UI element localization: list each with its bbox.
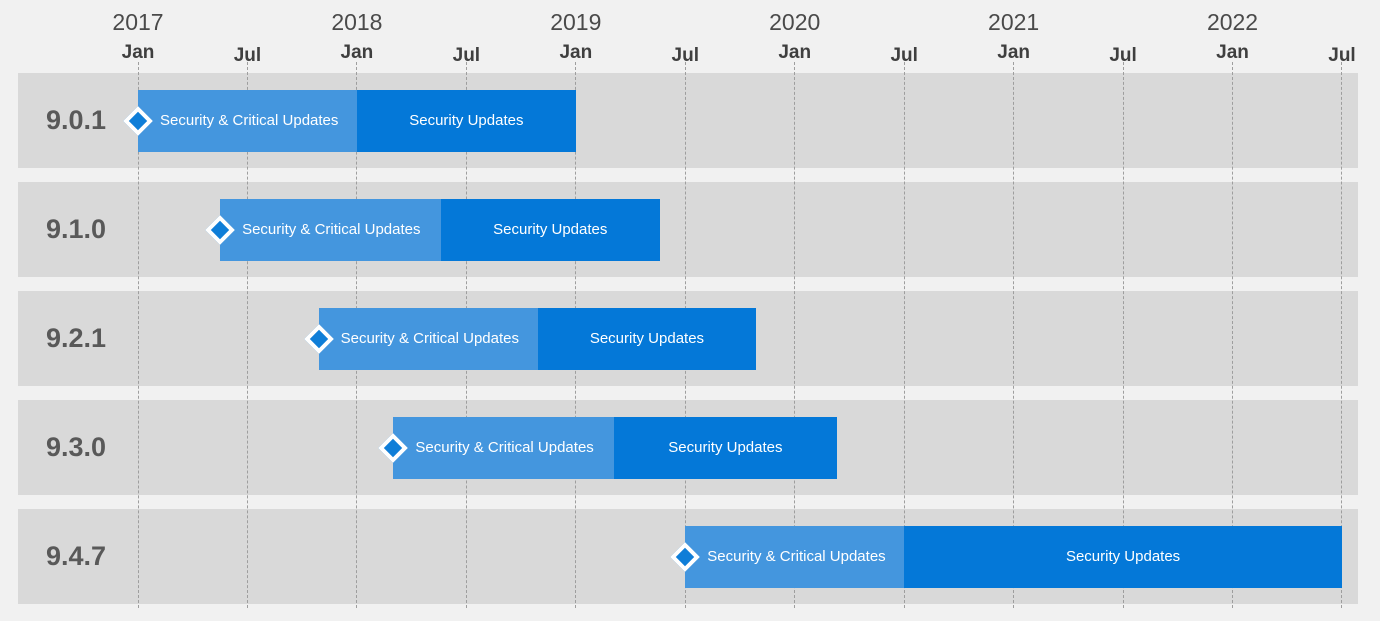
security-critical-updates-bar xyxy=(138,89,357,152)
security-critical-updates-bar xyxy=(220,198,441,261)
timeline-gridline xyxy=(1341,62,1343,608)
timeline-gridline xyxy=(137,62,139,608)
security-updates-label: Security Updates xyxy=(668,438,783,456)
timeline-gridline xyxy=(903,62,905,608)
version-label: 9.0.1 xyxy=(45,105,107,135)
security-updates-bar xyxy=(614,416,837,479)
axis-year-label: 2022 xyxy=(1206,9,1259,35)
timeline-gridline xyxy=(1232,62,1234,608)
security-critical-updates-label: Security & Critical Updates xyxy=(160,111,339,129)
security-critical-updates-label: Security & Critical Updates xyxy=(242,220,421,238)
axis-month-label: Jul xyxy=(1109,45,1137,66)
axis-month-label: Jan xyxy=(340,42,374,63)
axis-year-label: 2021 xyxy=(988,9,1040,35)
version-label: 9.2.1 xyxy=(45,323,107,353)
axis-month-label: Jul xyxy=(1328,45,1356,66)
security-updates-bar xyxy=(440,198,660,261)
security-critical-updates-bar xyxy=(393,416,615,479)
timeline-gridline xyxy=(1013,62,1015,608)
timeline-gridline xyxy=(794,62,796,608)
security-updates-label: Security Updates xyxy=(493,220,608,238)
security-updates-label: Security Updates xyxy=(1065,547,1181,565)
version-label: 9.4.7 xyxy=(45,541,107,571)
timeline-gridline xyxy=(1122,62,1124,608)
axis-year-label: 2017 xyxy=(112,9,164,35)
security-updates-bar xyxy=(904,525,1342,588)
axis-year-label: 2018 xyxy=(331,9,383,35)
security-updates-bar xyxy=(356,89,576,152)
security-critical-updates-bar xyxy=(685,525,905,588)
axis-month-label: Jul xyxy=(671,45,699,66)
version-label: 9.3.0 xyxy=(45,432,107,462)
security-updates-label: Security Updates xyxy=(589,329,705,347)
axis-month-label: Jan xyxy=(559,42,593,63)
security-updates-bar xyxy=(537,307,757,370)
axis-year-label: 2019 xyxy=(550,9,602,35)
security-critical-updates-label: Security & Critical Updates xyxy=(415,438,594,456)
security-critical-updates-label: Security & Critical Updates xyxy=(707,547,886,565)
security-critical-updates-bar xyxy=(318,307,538,370)
axis-month-label: Jan xyxy=(997,42,1030,63)
axis-year-label: 2020 xyxy=(769,9,821,35)
axis-month-label: Jul xyxy=(233,45,262,66)
axis-month-label: Jan xyxy=(121,42,155,63)
axis-month-label: Jan xyxy=(778,42,812,63)
version-label: 9.1.0 xyxy=(45,214,107,244)
axis-month-label: Jan xyxy=(1216,42,1249,63)
axis-month-label: Jul xyxy=(452,45,481,66)
axis-month-label: Jul xyxy=(890,45,918,66)
timeline-gridline xyxy=(246,62,248,608)
security-critical-updates-label: Security & Critical Updates xyxy=(340,329,519,347)
security-updates-label: Security Updates xyxy=(409,111,524,129)
